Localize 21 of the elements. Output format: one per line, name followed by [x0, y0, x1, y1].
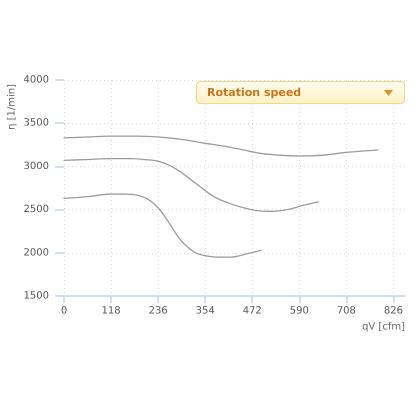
x-tick-label: 0	[60, 306, 68, 316]
x-tick-label: 590	[290, 306, 309, 316]
x-tick-label: 236	[148, 306, 168, 316]
y-tick-label: 2000	[24, 247, 49, 258]
annotation: Rotation speed	[207, 86, 302, 99]
y-axis-title: η [1/min]	[6, 84, 18, 130]
x-axis-title: qV [cfm]	[362, 322, 406, 332]
y-tick-label: 3000	[24, 160, 49, 172]
y-tick-label: 4000	[24, 74, 49, 86]
y-tick-label: 1500	[24, 290, 49, 302]
dropdown: Rotation speed	[196, 81, 405, 104]
line-series	[63, 193, 262, 258]
line-series	[63, 158, 319, 212]
y-tick-label: 3500	[24, 118, 49, 129]
x-tick-label: 118	[102, 306, 121, 316]
y-tick-label: 2500	[24, 204, 49, 216]
x-tick-label: 472	[242, 306, 262, 316]
line-series	[63, 136, 379, 157]
x-tick-label: 354	[196, 306, 215, 316]
x-tick-label: 826	[384, 306, 403, 316]
x-tick-label: 708	[336, 306, 356, 316]
